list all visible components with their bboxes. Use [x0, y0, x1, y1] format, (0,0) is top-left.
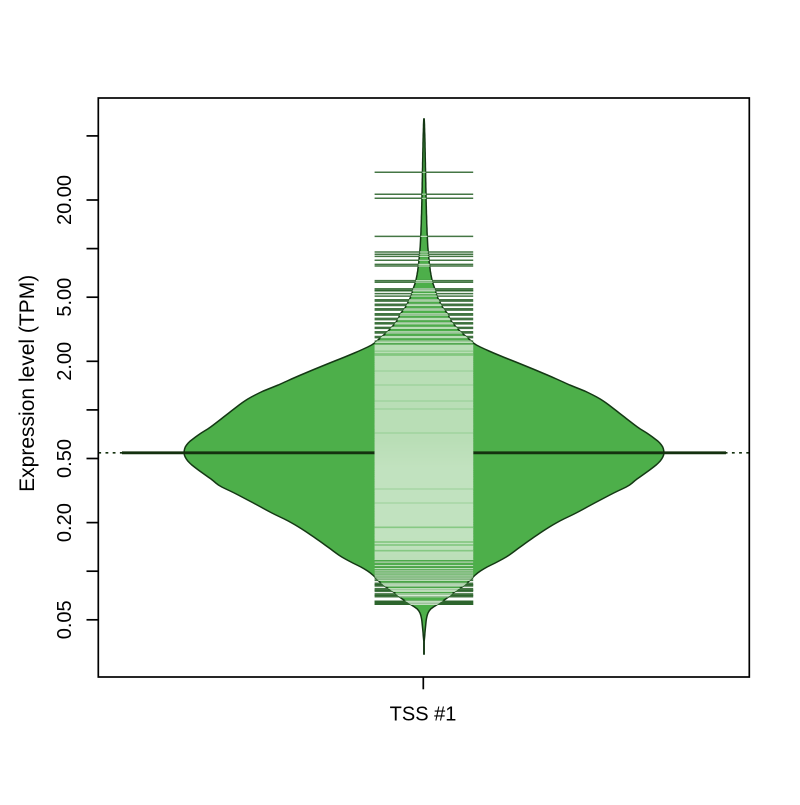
- svg-text:0.20: 0.20: [54, 503, 76, 542]
- svg-text:TSS #1: TSS #1: [390, 704, 457, 726]
- svg-text:5.00: 5.00: [54, 278, 76, 317]
- svg-text:Expression level (TPM): Expression level (TPM): [16, 275, 39, 492]
- svg-text:2.00: 2.00: [54, 342, 76, 381]
- svg-text:0.05: 0.05: [54, 600, 76, 639]
- svg-text:20.00: 20.00: [54, 175, 76, 225]
- svg-text:0.50: 0.50: [54, 439, 76, 478]
